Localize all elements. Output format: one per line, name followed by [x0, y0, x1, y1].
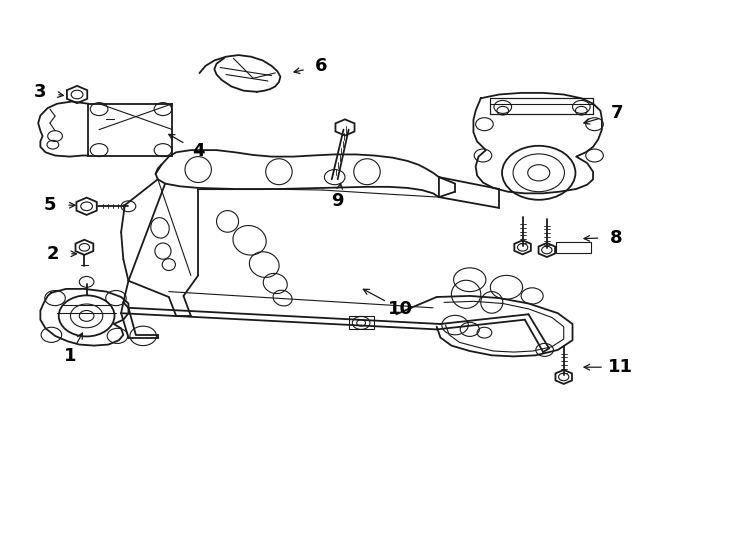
Text: 9: 9	[331, 192, 344, 210]
Text: 1: 1	[63, 347, 76, 366]
Text: 5: 5	[43, 196, 57, 214]
Text: 8: 8	[610, 228, 623, 247]
Text: 4: 4	[192, 142, 205, 160]
Text: 10: 10	[388, 300, 413, 318]
Text: 3: 3	[34, 83, 47, 101]
Text: 2: 2	[46, 245, 59, 263]
Text: 7: 7	[610, 104, 623, 123]
Text: 6: 6	[315, 57, 328, 75]
Text: 11: 11	[608, 358, 633, 376]
